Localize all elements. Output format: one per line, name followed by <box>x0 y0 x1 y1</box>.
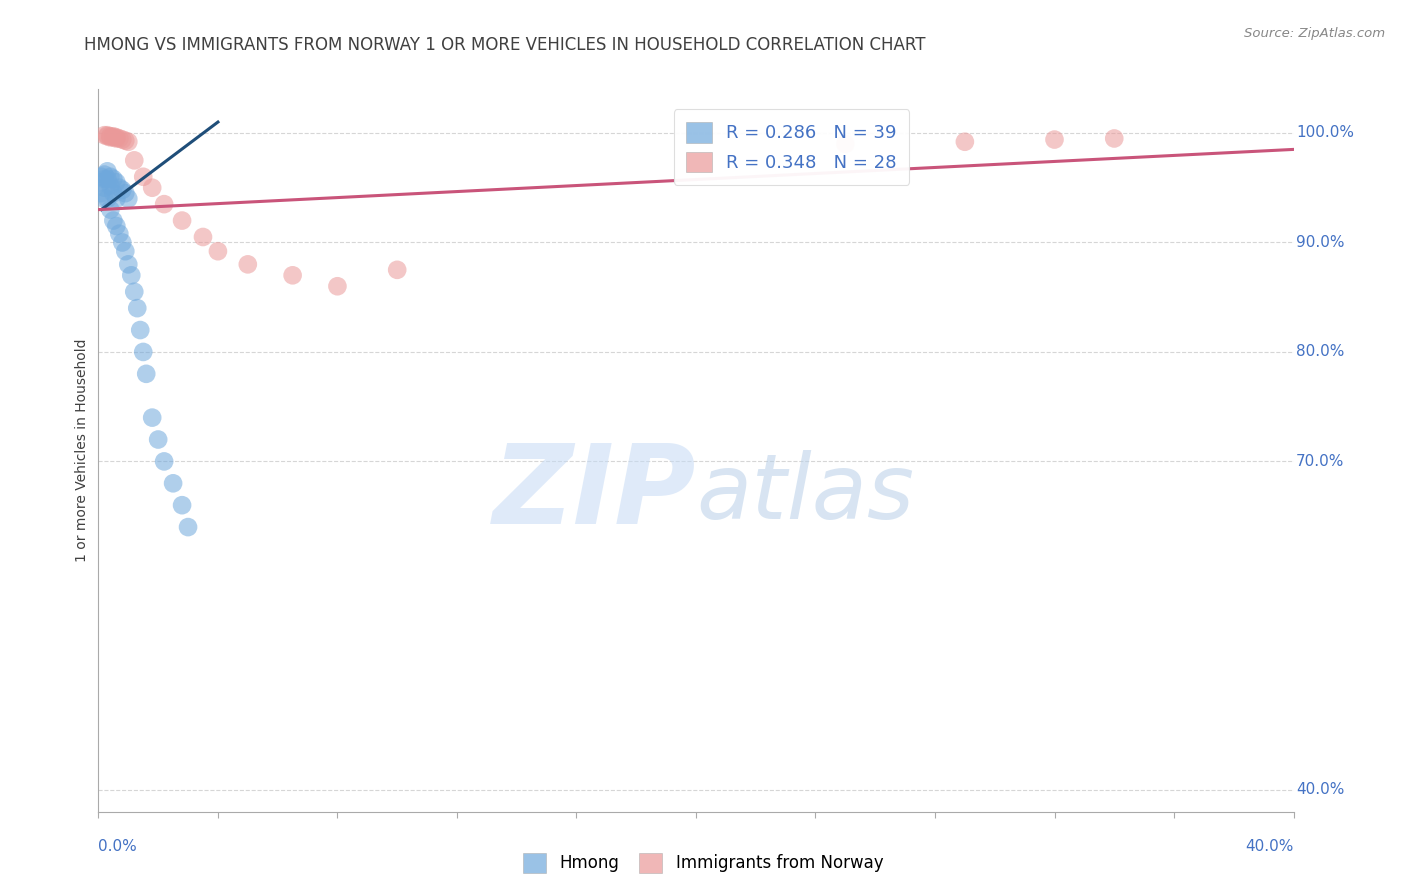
Point <box>105 175 128 189</box>
Point <box>117 192 139 206</box>
Point <box>96 192 118 206</box>
Point <box>236 257 259 271</box>
Point <box>96 164 118 178</box>
Point <box>132 169 155 184</box>
Point <box>111 132 134 146</box>
Point <box>135 367 157 381</box>
Text: 0.0%: 0.0% <box>98 839 138 854</box>
Point <box>114 134 136 148</box>
Point <box>90 186 112 201</box>
Point <box>132 345 155 359</box>
Point <box>103 172 125 186</box>
Point <box>108 227 131 241</box>
Point <box>98 129 122 144</box>
Point <box>148 433 170 447</box>
Point <box>162 476 184 491</box>
Point <box>108 180 131 194</box>
Point <box>98 130 122 145</box>
Point <box>207 244 229 259</box>
Point <box>103 130 125 145</box>
Point <box>90 175 112 189</box>
Point <box>127 301 149 315</box>
Point <box>105 219 128 233</box>
Point <box>96 172 118 186</box>
Point <box>153 197 176 211</box>
Point <box>98 169 122 184</box>
Point <box>172 498 194 512</box>
Point <box>98 178 122 193</box>
Point <box>96 129 118 144</box>
Point <box>114 244 136 259</box>
Y-axis label: 1 or more Vehicles in Household: 1 or more Vehicles in Household <box>76 339 90 562</box>
Point <box>96 128 118 143</box>
Text: 70.0%: 70.0% <box>1296 454 1344 469</box>
Point <box>103 213 125 227</box>
Point <box>111 235 134 250</box>
Point <box>98 202 122 217</box>
Point <box>834 136 856 151</box>
Point <box>93 192 115 206</box>
Point <box>1104 131 1126 145</box>
Point <box>93 180 115 194</box>
Point <box>120 268 142 283</box>
Text: 90.0%: 90.0% <box>1296 235 1344 250</box>
Point <box>385 262 409 277</box>
Legend: Hmong, Immigrants from Norway: Hmong, Immigrants from Norway <box>516 847 890 880</box>
Point <box>117 257 139 271</box>
Point <box>93 168 115 182</box>
Point <box>111 183 134 197</box>
Point <box>114 186 136 201</box>
Text: 100.0%: 100.0% <box>1296 126 1354 140</box>
Point <box>117 135 139 149</box>
Point <box>105 192 128 206</box>
Legend: R = 0.286   N = 39, R = 0.348   N = 28: R = 0.286 N = 39, R = 0.348 N = 28 <box>673 109 910 185</box>
Point <box>93 172 115 186</box>
Text: 80.0%: 80.0% <box>1296 344 1344 359</box>
Point <box>108 131 131 145</box>
Point <box>105 131 128 145</box>
Text: 40.0%: 40.0% <box>1296 782 1344 797</box>
Point <box>326 279 349 293</box>
Text: atlas: atlas <box>696 450 914 538</box>
Point <box>191 230 214 244</box>
Point <box>153 454 176 468</box>
Text: 40.0%: 40.0% <box>1246 839 1294 854</box>
Point <box>90 169 112 184</box>
Point <box>129 323 152 337</box>
Point <box>172 213 194 227</box>
Point <box>953 135 976 149</box>
Point <box>124 285 146 299</box>
Point <box>177 520 200 534</box>
Point <box>141 410 163 425</box>
Text: HMONG VS IMMIGRANTS FROM NORWAY 1 OR MORE VEHICLES IN HOUSEHOLD CORRELATION CHAR: HMONG VS IMMIGRANTS FROM NORWAY 1 OR MOR… <box>84 36 927 54</box>
Point <box>103 129 125 144</box>
Point <box>93 128 115 143</box>
Text: Source: ZipAtlas.com: Source: ZipAtlas.com <box>1244 27 1385 40</box>
Point <box>124 153 146 168</box>
Point <box>103 186 125 201</box>
Point <box>1043 132 1066 146</box>
Point <box>281 268 304 283</box>
Point <box>105 130 128 145</box>
Point <box>141 180 163 194</box>
Text: ZIP: ZIP <box>492 441 696 548</box>
